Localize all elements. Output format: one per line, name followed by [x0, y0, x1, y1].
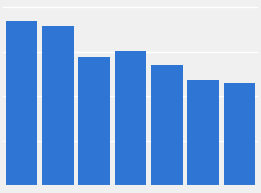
Bar	[187, 80, 219, 185]
Bar	[42, 26, 74, 185]
Bar	[115, 51, 146, 185]
Bar	[151, 65, 183, 185]
Bar	[78, 58, 110, 185]
Bar	[5, 21, 38, 185]
Bar	[223, 83, 256, 185]
